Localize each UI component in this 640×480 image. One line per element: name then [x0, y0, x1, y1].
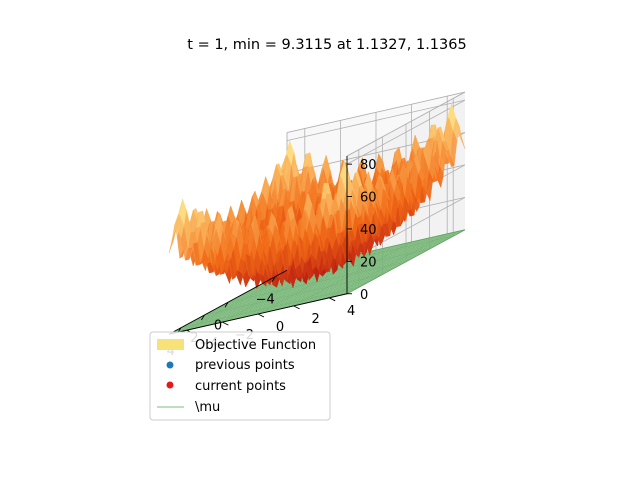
x-tick [271, 276, 276, 282]
mu-plane-gridline [213, 269, 392, 311]
mu-plane-gridline [210, 271, 389, 313]
mu-plane-gridline [222, 264, 401, 306]
mu-plane-gridline [324, 234, 443, 299]
mu-plane-gridline [297, 240, 417, 306]
mu-plane-gridline [225, 263, 404, 305]
x-tick-label: −4 [256, 293, 275, 308]
mu-plane-gridline [342, 230, 461, 295]
mu-plane-gridline [180, 287, 359, 329]
mu-plane-gridline [306, 238, 426, 304]
mu-plane-gridline [280, 244, 399, 310]
mu-plane-gridline [195, 279, 374, 321]
mu-plane-gridline [289, 242, 408, 308]
x-tick [224, 302, 229, 308]
y-tick [328, 297, 336, 302]
mu-plane-gridline [275, 245, 394, 311]
mu-plane-gridline [207, 272, 386, 314]
z-tick-label: 80 [360, 158, 377, 173]
mu-plane-gridline [219, 266, 398, 308]
mu-plane-gridline [302, 239, 421, 305]
legend-current-label: current points [195, 379, 286, 394]
mu-plane-gridline [329, 233, 448, 298]
y-tick-label: 2 [311, 312, 319, 327]
mu-plane-gridline [333, 232, 452, 297]
legend: Objective Function previous points curre… [149, 331, 331, 421]
mu-plane-gridline [177, 288, 356, 330]
mu-plane-gridline [171, 291, 350, 333]
surface-facet [168, 230, 176, 254]
mu-plane-gridline [186, 283, 365, 325]
legend-box [149, 331, 331, 421]
y-tick-label: 4 [347, 304, 355, 319]
mu-plane-gridline [183, 285, 362, 327]
mu-plane-gridline [216, 267, 395, 309]
legend-mu-label: \mu [195, 400, 220, 415]
mu-plane-gridline [311, 237, 430, 303]
mu-plane-gridline [320, 235, 439, 300]
legend-previous-marker [166, 361, 174, 369]
mu-plane-gridline [266, 247, 385, 313]
mu-plane-gridline [346, 229, 466, 294]
mu-plane-gridline [201, 275, 380, 317]
z-axis: 0 20 40 60 80 [346, 156, 377, 303]
mu-plane-gridline [315, 236, 434, 301]
y-tick [222, 321, 229, 326]
pane-edge [346, 91, 466, 157]
legend-objective-swatch [157, 339, 184, 350]
mu-plane-gridline [189, 282, 368, 324]
mu-plane-gridline [284, 243, 403, 309]
y-tick-label: 0 [276, 320, 284, 335]
z-tick-label: 40 [360, 223, 377, 238]
y-tick [293, 305, 300, 310]
chart-title: t = 1, min = 9.3115 at 1.1327, 1.1365 [187, 37, 466, 53]
mu-plane-gridline [192, 280, 371, 322]
x-tick-label: 0 [214, 318, 222, 333]
z-tick-label: 20 [360, 255, 377, 270]
mu-plane-gridline [338, 231, 457, 296]
mu-plane-gridline [204, 274, 383, 316]
pane-edge [286, 91, 466, 133]
mu-plane-gridline [262, 248, 381, 314]
mu-plane-gridline [174, 290, 353, 332]
legend-objective-label: Objective Function [195, 338, 316, 353]
z-tick-label: 0 [360, 288, 368, 303]
legend-current-marker [166, 381, 174, 389]
z-tick-label: 60 [360, 191, 377, 206]
y-tick [257, 313, 265, 318]
mu-plane-gridline [271, 246, 390, 312]
x-tick [201, 314, 205, 321]
legend-previous-label: previous points [195, 358, 295, 373]
objective-surface [168, 104, 466, 290]
mu-plane-gridline [293, 241, 412, 307]
